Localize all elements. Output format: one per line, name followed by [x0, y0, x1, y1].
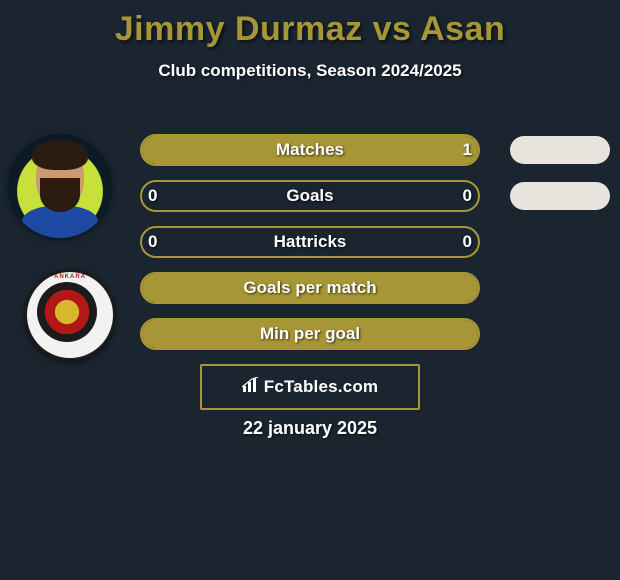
- bar-chart-icon: [242, 377, 260, 398]
- stat-row: Goals per match: [0, 266, 620, 312]
- stat-label: Min per goal: [142, 320, 478, 348]
- stat-label: Hattricks: [142, 228, 478, 256]
- watermark-text: FcTables.com: [264, 377, 379, 397]
- right-pill: [510, 136, 610, 164]
- date: 22 january 2025: [0, 418, 620, 439]
- stat-value-right: 0: [463, 180, 472, 212]
- title-vs: vs: [363, 10, 420, 48]
- subtitle: Club competitions, Season 2024/2025: [0, 61, 620, 81]
- stat-row: Matches1: [0, 128, 620, 174]
- stat-row: Goals0 0: [0, 174, 620, 220]
- stat-value-left: 0: [148, 180, 157, 212]
- stat-value-right: 1: [463, 134, 472, 166]
- stat-value-right: 0: [463, 226, 472, 258]
- page-title: Jimmy Durmaz vs Asan: [0, 10, 620, 49]
- watermark: FcTables.com: [200, 364, 420, 410]
- stat-bar: Matches: [140, 134, 480, 166]
- title-player2: Asan: [420, 10, 505, 48]
- stat-rows: Matches1Goals00Hattricks00Goals per matc…: [0, 128, 620, 358]
- comparison-card: Jimmy Durmaz vs Asan Club competitions, …: [0, 10, 620, 580]
- right-pill: [510, 182, 610, 210]
- title-player1: Jimmy Durmaz: [115, 10, 363, 48]
- stat-bar: Goals per match: [140, 272, 480, 304]
- stat-bar: Hattricks: [140, 226, 480, 258]
- stat-value-left: 0: [148, 226, 157, 258]
- stat-label: Goals: [142, 182, 478, 210]
- stat-bar: Min per goal: [140, 318, 480, 350]
- stat-row: Hattricks0 0: [0, 220, 620, 266]
- stat-label: Goals per match: [142, 274, 478, 302]
- stat-bar: Goals: [140, 180, 480, 212]
- stat-row: Min per goal: [0, 312, 620, 358]
- stat-label: Matches: [142, 136, 478, 164]
